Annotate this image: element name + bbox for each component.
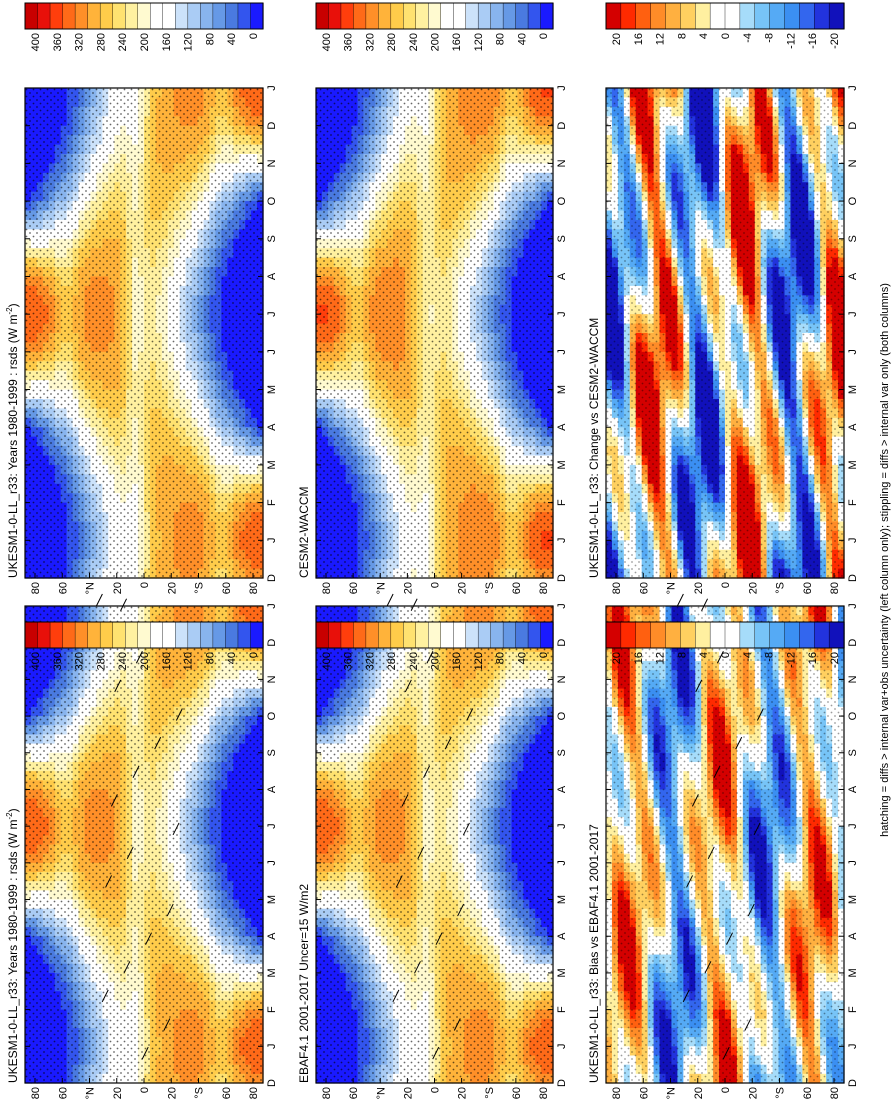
hatch-mark <box>132 765 140 778</box>
month-label: D <box>266 1079 278 1087</box>
month-label: N <box>556 675 568 683</box>
hatch-mark <box>457 903 465 917</box>
stippling-ebaf <box>316 606 553 1083</box>
hatch-mark <box>401 794 409 807</box>
month-label: A <box>266 785 278 793</box>
hatch-mark <box>392 989 400 1003</box>
hatch-mark <box>466 708 474 721</box>
lat-label: 80 <box>30 1087 42 1099</box>
hatch-mark <box>417 846 425 860</box>
hatch-mark <box>423 765 431 778</box>
hatching-ebaf <box>386 593 474 1060</box>
month-label: O <box>266 711 278 720</box>
lat-label: 20 <box>402 1087 414 1099</box>
hatch-mark <box>166 903 174 917</box>
lat-label: 0 <box>430 1087 442 1093</box>
month-label: M <box>556 968 568 977</box>
panel-title-text: UKESM1-0-LL_r33: Years 1980-1999 : rsds … <box>6 820 20 1083</box>
hatch-mark <box>172 822 180 836</box>
hatch-mark <box>395 875 403 888</box>
panel-ukesm-left: D J F M A M J J A S O N D J 80 60 °N 20 0 20 °S 60 80 UKESM1-0-… <box>5 593 278 1099</box>
month-label: A <box>266 932 278 940</box>
lat-label: 20 <box>457 1087 469 1099</box>
month-label: N <box>266 675 278 683</box>
month-label: J <box>266 860 278 866</box>
lat-label: 60 <box>511 1087 523 1099</box>
hatch-mark <box>175 708 183 721</box>
hatch-mark <box>135 651 143 664</box>
hatch-mark <box>154 736 162 750</box>
hatch-mark <box>426 651 434 664</box>
lat-label: °N <box>375 1087 387 1099</box>
hatch-mark <box>432 1046 440 1060</box>
month-label: S <box>556 749 568 756</box>
month-label: M <box>556 895 568 904</box>
lat-label: 20 <box>166 1087 178 1099</box>
panel-title-sup: -2 <box>5 812 14 820</box>
hatch-mark <box>145 932 152 945</box>
month-label: M <box>266 968 278 977</box>
lat-label: 80 <box>538 1087 550 1099</box>
hatch-mark <box>101 989 109 1003</box>
month-label: D <box>556 639 568 647</box>
month-label: F <box>556 1006 568 1013</box>
panel-title-ukesm-left: UKESM1-0-LL_r33: Years 1980-1999 : rsds … <box>5 808 20 1083</box>
hatch-mark <box>95 593 103 607</box>
hatch-mark <box>444 736 452 750</box>
hatch-mark <box>414 961 421 974</box>
lat-label: °S <box>194 1087 206 1099</box>
month-label: A <box>556 785 568 793</box>
panel-ebaf: D J F M A M J J A S O N D J 80 60 °N 20 0 20 °S 60 80 EBAF4.1 2… <box>297 593 568 1099</box>
hatch-mark <box>404 679 412 693</box>
lat-label: 60 <box>57 1087 69 1099</box>
lat-label: 60 <box>348 1087 360 1099</box>
month-label: J <box>266 603 278 609</box>
panel-title-ebaf: EBAF4.1 2001-2017 Uncer=15 W/m2 <box>297 884 311 1083</box>
month-label: J <box>556 860 568 866</box>
hatch-mark <box>163 1018 171 1031</box>
month-label: D <box>556 1079 568 1087</box>
hatch-mark <box>462 822 470 836</box>
hatch-mark <box>114 679 122 693</box>
hatch-mark <box>410 598 418 611</box>
hatch-mark <box>123 961 131 974</box>
hatch-mark <box>386 593 394 607</box>
month-label: J <box>266 823 278 829</box>
stippling-ukesm-left <box>25 606 263 1083</box>
month-label: A <box>556 932 568 940</box>
panels-layer: D J F M A M J J A S O N D J 80 60 °N 20 0 20 °S 60 80 UKESM1-0-… <box>5 85 859 1099</box>
hatch-mark <box>453 1018 461 1031</box>
month-label: F <box>266 1006 278 1013</box>
month-label: D <box>266 639 278 647</box>
hatch-mark <box>141 1046 149 1060</box>
lat-label: 80 <box>321 1087 333 1099</box>
lat-label: °N <box>85 1087 97 1099</box>
month-label: M <box>266 895 278 904</box>
lat-label: 20 <box>112 1087 124 1099</box>
hatch-mark <box>126 846 134 860</box>
month-label: O <box>556 711 568 720</box>
month-label: J <box>266 1044 278 1050</box>
month-label: J <box>556 1044 568 1050</box>
hatch-mark <box>110 794 118 807</box>
hatch-mark <box>105 875 113 888</box>
month-label: J <box>556 603 568 609</box>
lat-label: °S <box>484 1087 496 1099</box>
hatch-mark <box>120 598 128 611</box>
hatch-mark <box>435 932 443 945</box>
panel-title-end: ) <box>6 808 20 812</box>
lat-label: 0 <box>139 1087 151 1093</box>
lat-label: 80 <box>248 1087 260 1099</box>
month-label: J <box>556 823 568 829</box>
month-label: S <box>266 749 278 756</box>
panel-title-text: EBAF4.1 2001-2017 Uncer=15 W/m2 <box>297 884 311 1083</box>
lat-label: 60 <box>221 1087 233 1099</box>
